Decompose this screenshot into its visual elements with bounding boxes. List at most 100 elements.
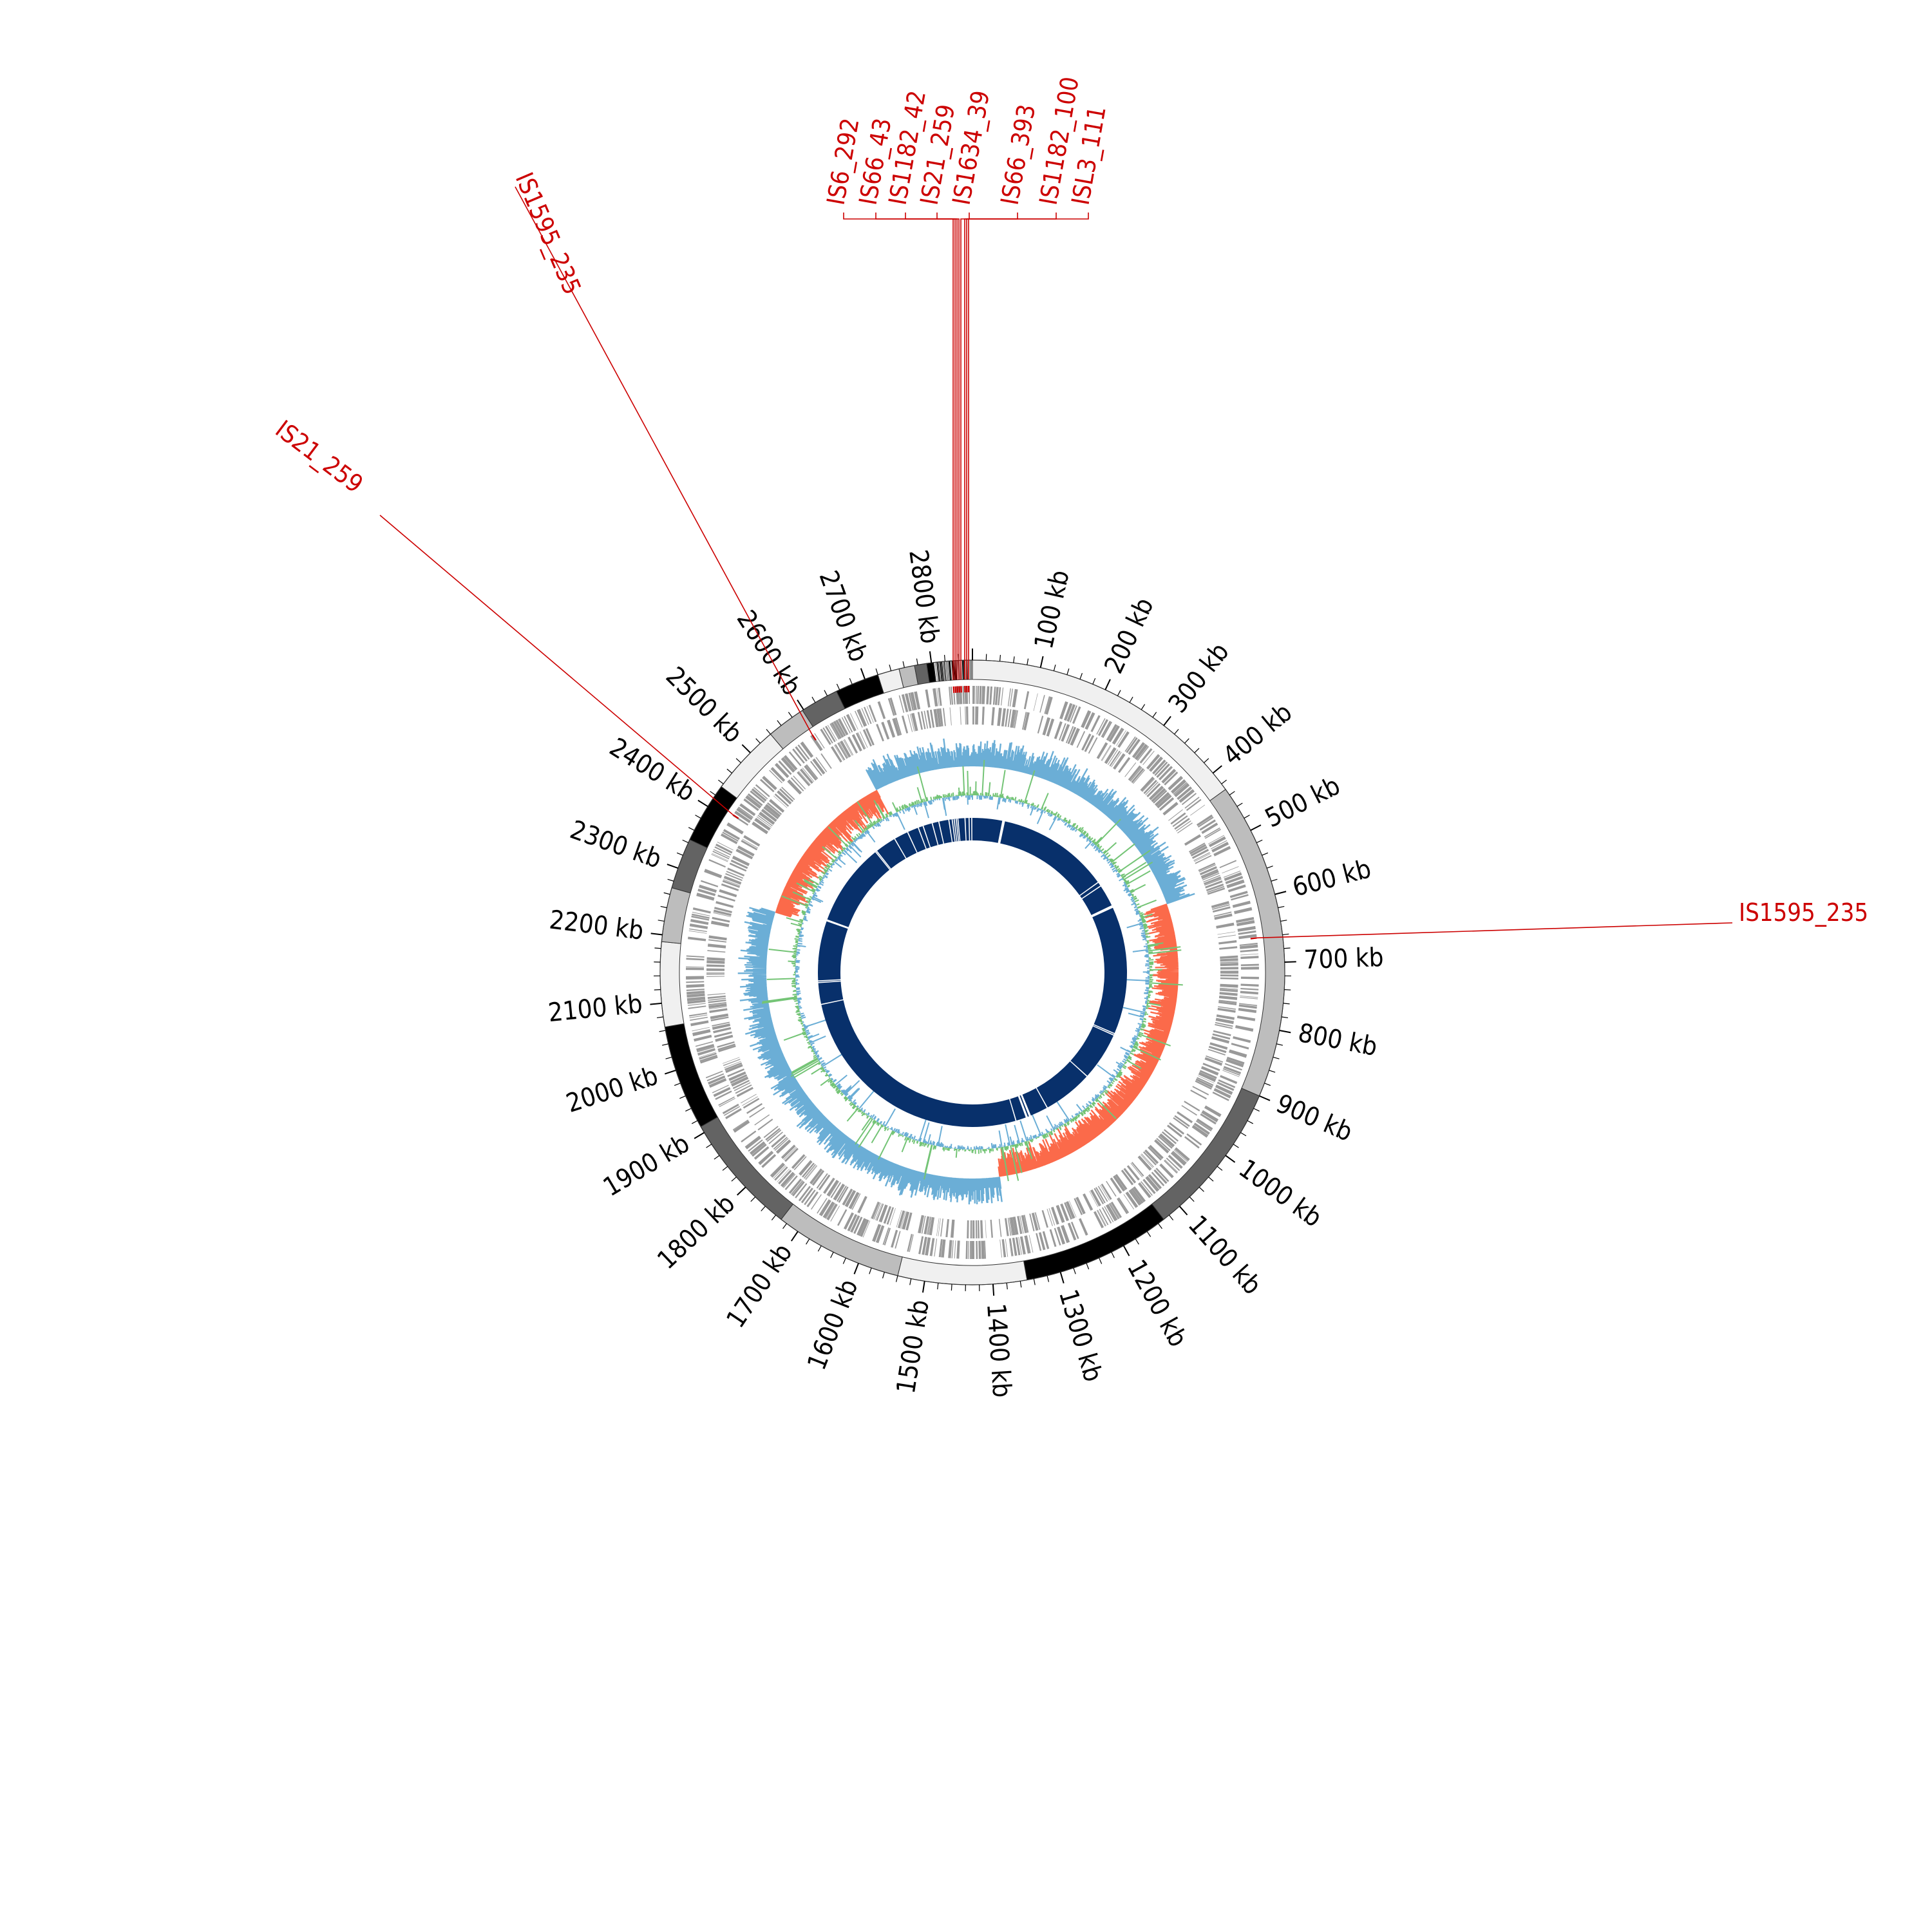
gene-reverse bbox=[706, 973, 725, 974]
gene-reverse bbox=[740, 1094, 757, 1104]
gene-reverse bbox=[791, 1154, 806, 1170]
gene-forward bbox=[795, 746, 808, 762]
gene-reverse bbox=[1177, 822, 1193, 834]
gene-forward bbox=[956, 1240, 960, 1259]
gene-forward bbox=[699, 1054, 717, 1062]
gene-forward bbox=[686, 958, 705, 961]
gc-skew-positive bbox=[737, 738, 1195, 1205]
minor-tick bbox=[761, 1206, 766, 1211]
gene-forward bbox=[1145, 1176, 1160, 1192]
gene-forward bbox=[882, 1227, 889, 1245]
gene-reverse bbox=[1195, 855, 1212, 864]
gene-reverse bbox=[1060, 1203, 1069, 1222]
gene-forward bbox=[1045, 696, 1053, 715]
gene-reverse bbox=[1218, 1006, 1236, 1010]
gene-reverse bbox=[1153, 790, 1168, 804]
gene-reverse bbox=[1212, 1033, 1231, 1040]
homology-block-3 bbox=[1000, 821, 1098, 896]
minor-tick bbox=[1204, 758, 1209, 763]
gene-reverse bbox=[1144, 1149, 1159, 1164]
gene-reverse bbox=[802, 768, 815, 782]
gene-reverse bbox=[1023, 1215, 1029, 1233]
gene-reverse bbox=[725, 1064, 743, 1074]
gene-forward bbox=[857, 1218, 867, 1236]
gene-forward bbox=[1033, 693, 1038, 712]
homology-block-35 bbox=[958, 818, 966, 841]
gene-forward bbox=[967, 1240, 969, 1259]
gene-forward bbox=[1208, 835, 1224, 844]
tick-label-100kb: 100 kb bbox=[1029, 567, 1075, 652]
minor-tick bbox=[1092, 677, 1096, 685]
gene-forward bbox=[962, 686, 965, 705]
gene-reverse bbox=[980, 1220, 983, 1238]
gene-forward bbox=[976, 1240, 978, 1259]
gene-forward bbox=[1128, 739, 1141, 755]
gene-forward bbox=[1164, 1160, 1178, 1174]
gene-reverse bbox=[812, 758, 826, 775]
gene-forward bbox=[687, 990, 705, 995]
gene-forward bbox=[769, 770, 782, 784]
gene-forward bbox=[755, 784, 770, 797]
gene-reverse bbox=[708, 1006, 727, 1010]
gc-content-track bbox=[761, 759, 1183, 1182]
gene-reverse bbox=[942, 708, 946, 726]
gene-reverse bbox=[1206, 883, 1224, 891]
gene-forward bbox=[1061, 1225, 1070, 1244]
gene-reverse bbox=[837, 743, 848, 759]
gene-reverse bbox=[725, 873, 743, 882]
gene-reverse bbox=[707, 995, 726, 999]
gene-forward bbox=[741, 1130, 757, 1142]
contig-small-segment bbox=[939, 661, 943, 681]
gene-forward bbox=[853, 1217, 863, 1235]
gene-reverse bbox=[1211, 901, 1229, 908]
gene-reverse bbox=[918, 1215, 925, 1234]
gene-forward bbox=[825, 725, 836, 743]
gene-forward bbox=[751, 788, 767, 802]
gene-forward bbox=[774, 762, 790, 779]
gene-reverse bbox=[1123, 1168, 1137, 1184]
gene-reverse bbox=[1076, 731, 1086, 748]
contig-small-segment bbox=[950, 661, 952, 681]
gene-reverse bbox=[1149, 785, 1164, 800]
minor-tick bbox=[665, 1056, 672, 1059]
gene-reverse bbox=[752, 821, 768, 835]
gene-forward bbox=[835, 719, 846, 737]
gene-forward bbox=[1231, 894, 1249, 901]
gene-forward bbox=[1067, 1222, 1077, 1241]
gene-reverse bbox=[726, 871, 744, 879]
gene-reverse bbox=[742, 838, 759, 849]
gene-reverse bbox=[862, 729, 873, 747]
gene-reverse bbox=[1111, 752, 1122, 768]
gene-reverse bbox=[859, 731, 868, 748]
gene-forward bbox=[895, 1231, 901, 1249]
tick-label-1900kb: 1900 kb bbox=[598, 1129, 695, 1203]
gene-reverse bbox=[1199, 1070, 1217, 1079]
gene-forward bbox=[1070, 1222, 1079, 1239]
gene-forward bbox=[698, 1052, 716, 1058]
tick-label-1100kb: 1100 kb bbox=[1182, 1210, 1267, 1300]
minor-tick bbox=[788, 712, 793, 718]
gene-forward bbox=[1218, 1079, 1236, 1088]
minor-tick bbox=[1271, 878, 1278, 882]
gene-reverse bbox=[901, 715, 909, 734]
gene-reverse bbox=[719, 889, 737, 898]
gene-reverse bbox=[710, 920, 730, 927]
gene-reverse bbox=[1090, 1189, 1101, 1207]
minor-tick bbox=[1174, 728, 1179, 735]
gene-forward bbox=[971, 1240, 975, 1259]
contig-small-segment bbox=[934, 662, 938, 682]
gene-reverse bbox=[975, 1220, 978, 1238]
tick-label-1000kb: 1000 kb bbox=[1233, 1154, 1327, 1233]
gene-reverse bbox=[1154, 1139, 1170, 1154]
gene-forward bbox=[951, 1240, 954, 1258]
gene-reverse bbox=[717, 895, 735, 902]
gene-reverse bbox=[843, 739, 853, 756]
gene-forward bbox=[857, 708, 867, 727]
gene-reverse bbox=[1037, 715, 1044, 734]
gene-forward bbox=[784, 1175, 798, 1191]
gene-forward bbox=[1240, 995, 1258, 998]
gene-reverse bbox=[1220, 961, 1238, 963]
major-tick bbox=[922, 1281, 925, 1293]
gene-reverse bbox=[710, 1016, 729, 1021]
contig-small-segment bbox=[938, 661, 941, 681]
